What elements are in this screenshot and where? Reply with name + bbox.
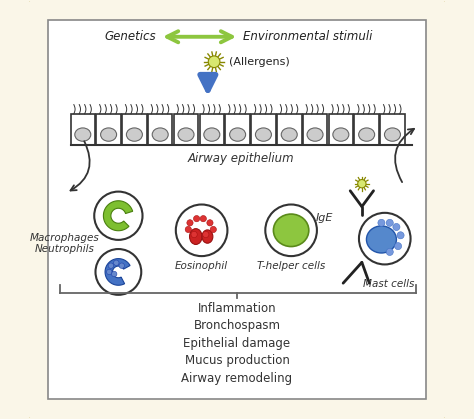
Bar — [148, 114, 173, 145]
Text: Macrophages
Neutrophils: Macrophages Neutrophils — [29, 233, 99, 254]
Bar — [96, 114, 121, 145]
Circle shape — [108, 263, 114, 269]
Circle shape — [397, 232, 404, 239]
Circle shape — [386, 219, 393, 226]
Text: Airway remodeling: Airway remodeling — [182, 372, 292, 385]
Text: Epithelial damage: Epithelial damage — [183, 337, 291, 350]
Bar — [71, 114, 95, 145]
Text: (Allergens): (Allergens) — [228, 57, 290, 67]
Text: Mast cells: Mast cells — [363, 279, 415, 290]
Circle shape — [203, 231, 209, 238]
Circle shape — [191, 231, 197, 238]
Bar — [380, 114, 405, 145]
Circle shape — [114, 260, 119, 266]
Circle shape — [210, 226, 217, 233]
Ellipse shape — [307, 128, 323, 141]
Ellipse shape — [255, 128, 272, 141]
Bar — [251, 114, 276, 145]
Circle shape — [386, 248, 393, 256]
Circle shape — [95, 249, 141, 295]
Circle shape — [393, 223, 400, 230]
Ellipse shape — [178, 128, 194, 141]
Circle shape — [358, 179, 366, 188]
Text: Environmental stimuli: Environmental stimuli — [243, 30, 373, 43]
Circle shape — [176, 204, 228, 256]
Ellipse shape — [359, 128, 374, 141]
Ellipse shape — [229, 128, 246, 141]
Circle shape — [94, 191, 143, 240]
Ellipse shape — [202, 230, 213, 243]
Ellipse shape — [75, 128, 91, 141]
Circle shape — [185, 226, 191, 233]
Circle shape — [193, 215, 200, 222]
Polygon shape — [103, 201, 133, 231]
Circle shape — [107, 269, 112, 274]
Ellipse shape — [127, 128, 142, 141]
Circle shape — [359, 213, 410, 264]
Bar — [328, 114, 353, 145]
Circle shape — [265, 204, 317, 256]
Circle shape — [187, 220, 193, 226]
Bar — [122, 114, 146, 145]
Text: Genetics: Genetics — [104, 30, 156, 43]
Polygon shape — [105, 259, 130, 285]
Bar — [303, 114, 328, 145]
Ellipse shape — [384, 128, 401, 141]
Bar — [200, 114, 224, 145]
Circle shape — [200, 215, 206, 222]
Circle shape — [378, 219, 385, 226]
Circle shape — [394, 243, 401, 250]
Ellipse shape — [333, 128, 349, 141]
Text: IgE: IgE — [316, 213, 333, 223]
Ellipse shape — [204, 128, 220, 141]
Bar — [225, 114, 250, 145]
Text: Eosinophil: Eosinophil — [175, 261, 228, 271]
Ellipse shape — [152, 128, 168, 141]
Text: Bronchospasm: Bronchospasm — [193, 319, 281, 332]
FancyBboxPatch shape — [26, 0, 448, 419]
Circle shape — [208, 56, 220, 67]
Text: Airway epithelium: Airway epithelium — [188, 153, 294, 166]
Bar — [355, 114, 379, 145]
Text: Mucus production: Mucus production — [184, 354, 290, 367]
Ellipse shape — [190, 229, 202, 244]
Text: Inflammation: Inflammation — [198, 302, 276, 315]
Ellipse shape — [366, 226, 396, 253]
Circle shape — [111, 272, 117, 277]
Ellipse shape — [100, 128, 117, 141]
Circle shape — [207, 220, 213, 226]
Bar — [277, 114, 301, 145]
Bar — [174, 114, 198, 145]
Ellipse shape — [273, 214, 309, 246]
Circle shape — [119, 263, 124, 269]
Text: T-helper cells: T-helper cells — [257, 261, 325, 271]
Ellipse shape — [281, 128, 297, 141]
